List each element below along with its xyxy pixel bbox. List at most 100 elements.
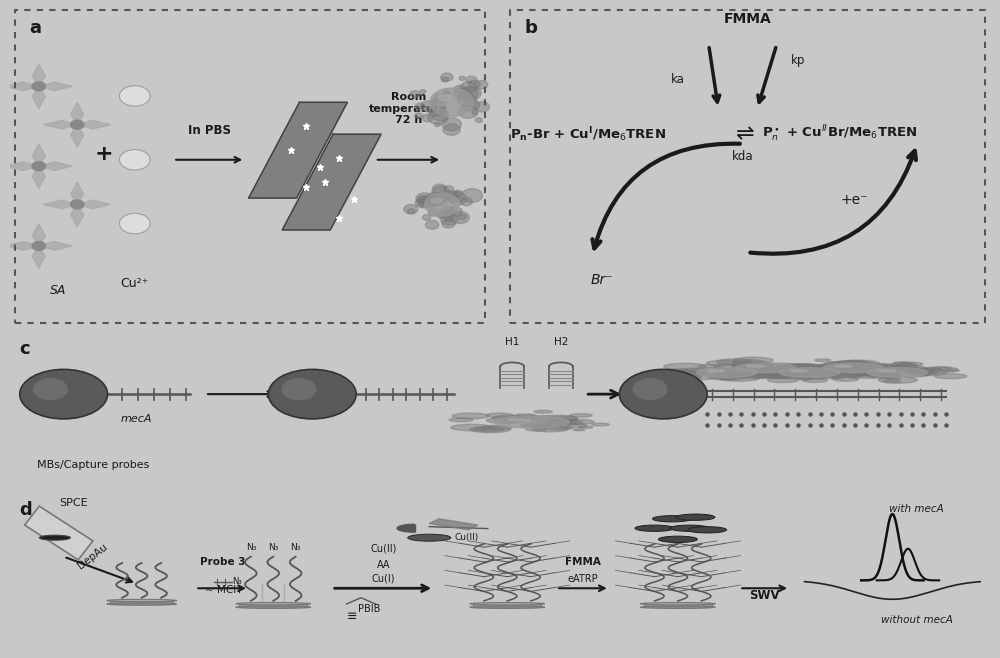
Circle shape (826, 368, 841, 370)
Circle shape (769, 370, 794, 374)
Circle shape (769, 371, 808, 378)
Circle shape (741, 368, 763, 372)
Text: H1: H1 (505, 337, 519, 347)
Circle shape (800, 370, 832, 375)
Circle shape (764, 374, 790, 378)
Polygon shape (71, 205, 84, 227)
Circle shape (757, 375, 772, 377)
Polygon shape (39, 241, 72, 250)
Circle shape (419, 196, 430, 203)
Circle shape (854, 370, 883, 375)
Circle shape (441, 77, 449, 82)
Circle shape (456, 197, 463, 202)
Circle shape (820, 370, 862, 377)
Circle shape (668, 370, 699, 376)
Circle shape (803, 378, 827, 382)
Circle shape (534, 410, 552, 413)
Circle shape (529, 424, 547, 426)
Circle shape (733, 359, 765, 365)
Circle shape (735, 374, 766, 378)
Circle shape (747, 370, 766, 373)
Circle shape (404, 205, 418, 214)
Circle shape (777, 367, 812, 372)
Circle shape (757, 371, 784, 376)
Circle shape (32, 82, 46, 91)
Circle shape (418, 201, 429, 208)
Circle shape (767, 368, 790, 372)
Circle shape (852, 374, 864, 376)
Circle shape (812, 367, 843, 372)
Circle shape (570, 414, 592, 417)
Circle shape (462, 88, 479, 99)
Text: SA: SA (50, 284, 66, 297)
Circle shape (752, 370, 786, 375)
Circle shape (862, 365, 896, 370)
Circle shape (676, 372, 696, 374)
Circle shape (534, 423, 561, 427)
Circle shape (444, 216, 452, 222)
Circle shape (848, 368, 882, 374)
Circle shape (461, 86, 481, 100)
Ellipse shape (236, 606, 311, 609)
Circle shape (482, 425, 512, 430)
Circle shape (829, 370, 868, 376)
Polygon shape (32, 144, 45, 166)
Circle shape (463, 99, 480, 111)
Text: with mecA: with mecA (889, 505, 944, 515)
Circle shape (761, 367, 777, 369)
Circle shape (472, 111, 478, 115)
Circle shape (430, 88, 473, 116)
Circle shape (912, 370, 938, 374)
Circle shape (668, 368, 687, 372)
Circle shape (474, 102, 490, 112)
Circle shape (70, 120, 84, 129)
Circle shape (668, 370, 706, 376)
Text: a: a (29, 19, 41, 38)
Ellipse shape (640, 603, 715, 605)
Circle shape (828, 369, 857, 374)
Circle shape (868, 374, 902, 379)
Circle shape (758, 366, 772, 368)
Circle shape (837, 368, 868, 374)
Circle shape (755, 370, 794, 376)
Circle shape (834, 361, 874, 368)
Circle shape (546, 426, 572, 430)
Circle shape (934, 374, 967, 379)
Circle shape (896, 368, 922, 372)
Circle shape (523, 422, 553, 427)
Circle shape (719, 371, 744, 375)
Text: Cu(II): Cu(II) (370, 544, 397, 554)
Ellipse shape (438, 95, 451, 101)
Circle shape (735, 363, 796, 372)
Circle shape (730, 366, 763, 371)
Circle shape (759, 363, 786, 368)
Circle shape (453, 88, 471, 99)
Circle shape (905, 369, 947, 376)
Text: kda: kda (732, 150, 753, 163)
Circle shape (732, 363, 754, 367)
Text: kp: kp (791, 54, 806, 67)
Polygon shape (282, 134, 381, 230)
Circle shape (883, 380, 901, 383)
Circle shape (786, 371, 800, 373)
Circle shape (739, 362, 774, 367)
Circle shape (668, 375, 697, 380)
Polygon shape (44, 200, 77, 209)
Circle shape (426, 107, 436, 113)
Circle shape (563, 419, 594, 424)
Circle shape (408, 534, 451, 541)
Circle shape (738, 367, 765, 372)
Circle shape (515, 414, 536, 417)
Polygon shape (44, 120, 77, 129)
Ellipse shape (282, 378, 317, 400)
Text: DepAu: DepAu (76, 542, 110, 571)
Circle shape (441, 213, 458, 225)
Circle shape (833, 377, 859, 381)
Circle shape (839, 360, 879, 367)
Ellipse shape (268, 369, 356, 419)
Text: d: d (20, 501, 32, 519)
Circle shape (870, 372, 886, 375)
Circle shape (458, 105, 478, 118)
Circle shape (444, 186, 454, 193)
Circle shape (747, 371, 774, 375)
